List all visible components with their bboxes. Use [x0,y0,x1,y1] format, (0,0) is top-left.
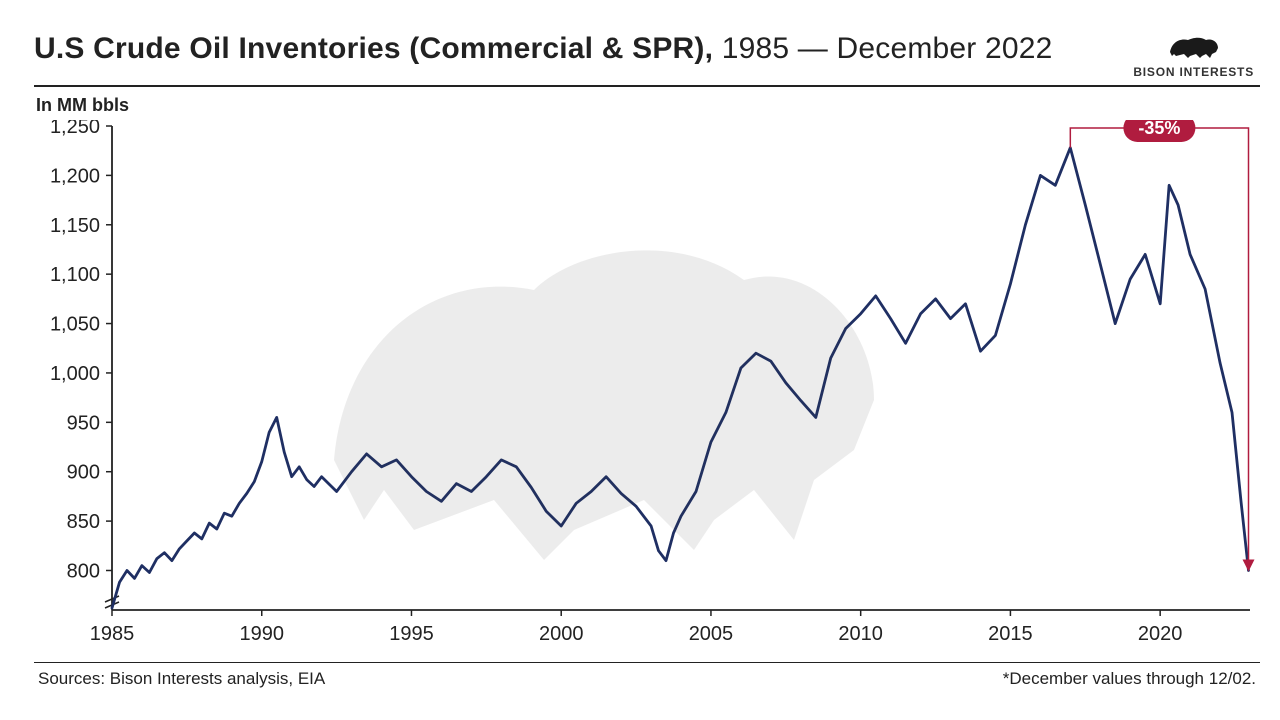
footer-rule [34,662,1260,663]
svg-text:2020: 2020 [1138,623,1183,645]
footer: Sources: Bison Interests analysis, EIA *… [34,669,1260,689]
svg-text:1,100: 1,100 [50,264,100,286]
svg-text:1985: 1985 [90,623,135,645]
svg-text:1990: 1990 [239,623,284,645]
svg-text:850: 850 [67,511,100,533]
brand-name: BISON INTERESTS [1133,65,1254,79]
line-chart: 800 850 900 950 1,000 1,050 1,100 1,150 1,200 1,2… [34,120,1258,660]
svg-text:2015: 2015 [988,623,1033,645]
footer-note: *December values through 12/02. [1003,669,1256,689]
sources-text: Sources: Bison Interests analysis, EIA [38,669,325,689]
title-bold: U.S Crude Oil Inventories (Commercial & … [34,32,713,65]
chart-page: U.S Crude Oil Inventories (Commercial & … [0,0,1280,720]
svg-text:2010: 2010 [838,623,883,645]
svg-text:-35%: -35% [1138,120,1180,138]
svg-text:800: 800 [67,560,100,582]
brand-logo: BISON INTERESTS [1133,32,1254,79]
header-row: U.S Crude Oil Inventories (Commercial & … [34,32,1260,79]
chart-area: 800 850 900 950 1,000 1,050 1,100 1,150 1,200 1,2… [34,120,1258,660]
title-rule [34,85,1260,87]
svg-text:2005: 2005 [689,623,734,645]
page-title: U.S Crude Oil Inventories (Commercial & … [34,32,1053,66]
y-axis-subtitle: In MM bbls [36,95,1260,116]
svg-text:1995: 1995 [389,623,434,645]
svg-text:1,200: 1,200 [50,165,100,187]
svg-text:950: 950 [67,412,100,434]
svg-text:1,250: 1,250 [50,120,100,138]
svg-text:1,000: 1,000 [50,363,100,385]
svg-text:900: 900 [67,462,100,484]
bison-icon [1133,32,1254,65]
svg-text:1,150: 1,150 [50,215,100,237]
title-light: 1985 — December 2022 [713,32,1052,65]
svg-text:2000: 2000 [539,623,584,645]
svg-text:1,050: 1,050 [50,314,100,336]
